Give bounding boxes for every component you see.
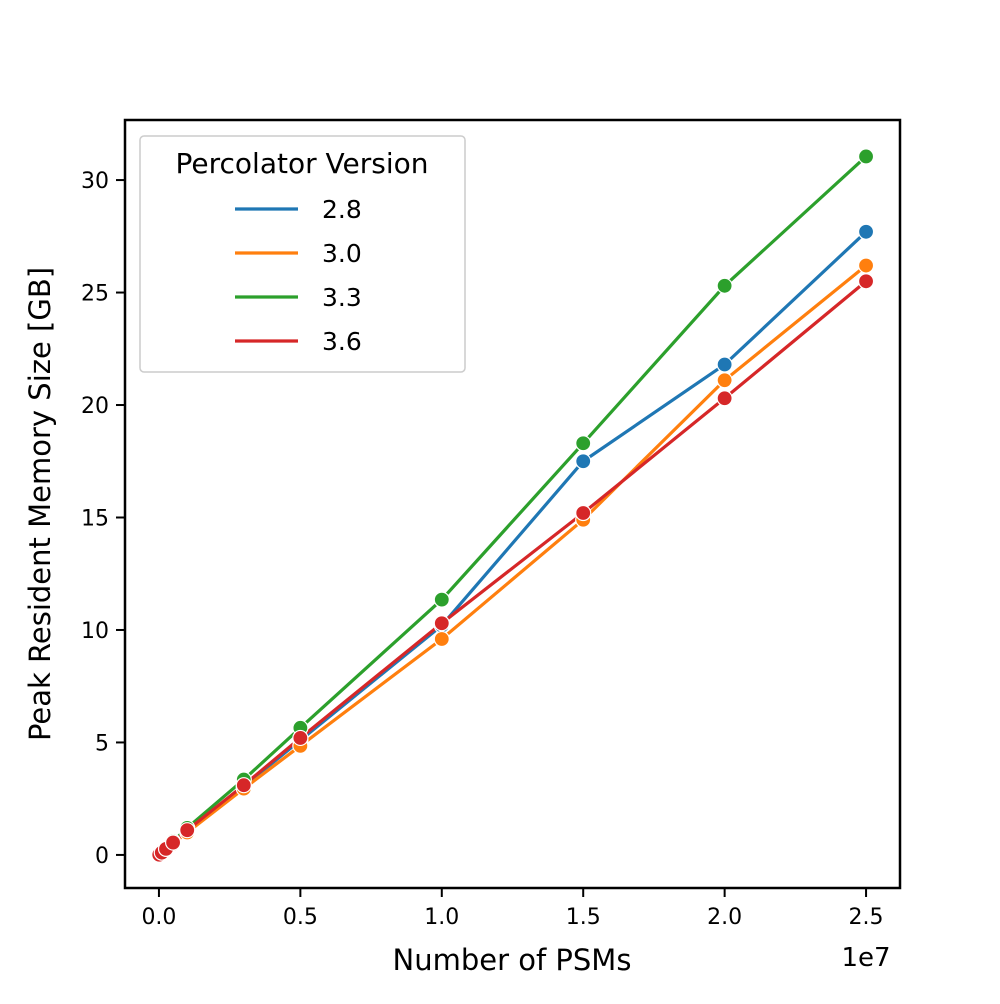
- legend-label: 3.3: [322, 283, 362, 312]
- legend-title: Percolator Version: [176, 147, 429, 180]
- data-point: [433, 591, 450, 608]
- legend-label: 3.0: [322, 239, 362, 268]
- data-point: [857, 148, 875, 165]
- data-point: [716, 277, 733, 294]
- x-tick-label: 0.5: [283, 905, 318, 930]
- legend-box: [139, 135, 466, 373]
- y-tick-label: 5: [95, 731, 109, 756]
- x-tick-label: 1.0: [424, 905, 459, 930]
- y-tick-label: 10: [81, 619, 109, 644]
- plot-frame: [123, 118, 902, 890]
- data-point: [164, 834, 182, 851]
- x-tick-label: 1.5: [566, 905, 601, 930]
- y-tick-label: 0: [95, 844, 109, 869]
- data-point: [179, 822, 196, 839]
- x-tick-label: 2.5: [849, 905, 884, 930]
- data-point: [575, 504, 592, 522]
- legend-label: 2.8: [322, 195, 362, 224]
- data-point: [857, 223, 875, 240]
- data-point: [292, 729, 309, 747]
- data-point: [716, 356, 733, 373]
- data-point: [575, 453, 592, 470]
- x-tick-label: 2.0: [707, 905, 742, 930]
- data-point: [575, 435, 592, 452]
- data-point: [716, 390, 733, 407]
- y-tick-label: 15: [81, 506, 109, 531]
- y-tick-label: 25: [81, 282, 109, 307]
- data-point: [857, 273, 875, 290]
- data-point: [716, 372, 733, 389]
- y-axis-label: Peak Resident Memory Size [GB]: [23, 267, 57, 741]
- data-point: [433, 615, 450, 632]
- data-point: [857, 257, 875, 274]
- data-point: [433, 630, 450, 648]
- x-axis-label: Number of PSMs: [393, 943, 632, 977]
- y-tick-label: 20: [81, 394, 109, 419]
- data-point: [235, 777, 252, 794]
- x-tick-label: 0.0: [141, 905, 176, 930]
- y-tick-label: 30: [81, 169, 109, 194]
- x-offset-label: 1e7: [841, 943, 890, 973]
- legend-label: 3.6: [322, 327, 362, 356]
